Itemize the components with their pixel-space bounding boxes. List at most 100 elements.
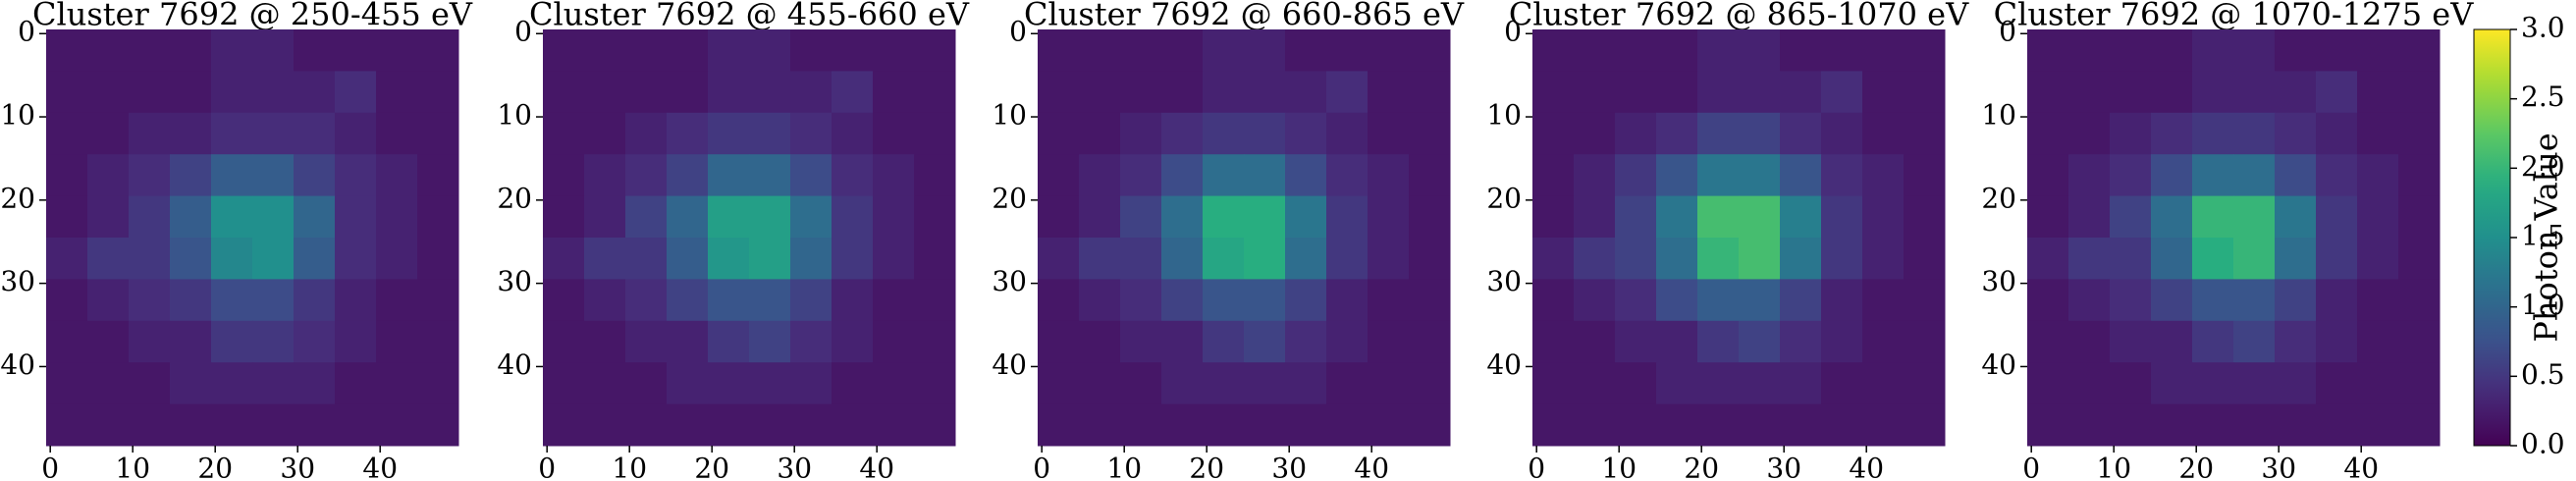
heatmap-cell [832,71,874,114]
heatmap-cell [1285,154,1327,197]
heatmap-cell [1821,279,1863,322]
heatmap-cell [1574,29,1616,72]
heatmap-cell [584,154,626,197]
heatmap-cell [1120,320,1162,363]
heatmap-cell [1244,154,1286,197]
heatmap-cell [2027,29,2069,72]
heatmap-cell [1739,320,1781,363]
heatmap-cell [790,154,832,197]
heatmap-cell [87,362,130,405]
heatmap-cell [1780,29,1822,72]
heatmap-cell [129,195,171,239]
heatmap-cell [1697,238,1740,280]
y-tick-label: 20 [497,182,532,214]
x-tick-label: 0 [41,453,59,481]
heatmap-cell [2316,29,2358,72]
colorbar-tick-label: 1.5 [2521,220,2565,252]
colorbar [2473,28,2511,447]
heatmap-cell [1038,279,1080,322]
heatmap-cell [873,320,915,363]
heatmap-cell [1244,29,1286,72]
heatmap-cell [1615,279,1657,322]
y-tick-label: 0 [1999,16,2016,48]
heatmap-cell [1203,71,1245,114]
heatmap-cell [1203,154,1245,197]
heatmap-cell [417,279,459,322]
heatmap-cell [2233,279,2276,322]
x-tick-label: 30 [2261,453,2296,481]
heatmap-cell [1532,320,1575,363]
heatmap-cell [1862,320,1905,363]
heatmap-cell [1821,112,1863,155]
heatmap-cell [1862,29,1905,72]
heatmap-cell [873,238,915,280]
heatmap-cell [625,112,668,155]
heatmap-cell [2192,238,2234,280]
heatmap-cell [1285,29,1327,72]
heatmap-cell [625,279,668,322]
y-tick-label: 40 [1981,348,2016,381]
heatmap-cell [417,403,459,447]
heatmap-cell [2068,154,2111,197]
heatmap-cell [1368,71,1410,114]
heatmap-cell [1697,403,1740,447]
heatmap-cell [1780,362,1822,405]
heatmap-cell [708,403,750,447]
heatmap-cell [749,238,791,280]
heatmap-cell [1038,195,1080,239]
heatmap-cell [46,279,88,322]
heatmap-cell [417,320,459,363]
heatmap-cell [1904,71,1946,114]
panel-title: Cluster 7692 @ 250-455 eV [32,0,473,33]
heatmap-cell [1409,238,1451,280]
heatmap-cell [914,112,956,155]
heatmap-cell [1285,238,1327,280]
heatmap-cell [417,154,459,197]
y-tick-label: 20 [992,182,1027,214]
heatmap-cell [1697,154,1740,197]
heatmap-cell [1656,320,1698,363]
heatmap-cell [2027,403,2069,447]
heatmap-cell [129,112,171,155]
heatmap-panel: Cluster 7692 @ 455-660 eV0 10 20 30 40010203… [497,0,970,481]
heatmap-cell [708,195,750,239]
heatmap-cell [2192,320,2234,363]
heatmap-cell [1615,154,1657,197]
heatmap-cell [170,29,212,72]
heatmap-cell [252,112,295,155]
heatmap-cell [2357,112,2399,155]
heatmap-cell [2316,112,2358,155]
heatmap-cell [914,320,956,363]
heatmap-cell [1532,195,1575,239]
heatmap-cell [1326,279,1368,322]
heatmap-cell [1862,279,1905,322]
heatmap-cell [252,71,295,114]
heatmap-cell [1904,320,1946,363]
x-tick-label: 30 [1271,453,1307,481]
heatmap-cell [1161,362,1204,405]
heatmap-cell [1739,238,1781,280]
heatmap-cell [2357,279,2399,322]
heatmap-cell [129,403,171,447]
heatmap-cell [1203,362,1245,405]
heatmap-cell [2068,112,2111,155]
heatmap-cell [2398,71,2441,114]
heatmap-cell [1038,403,1080,447]
heatmap-cell [1697,279,1740,322]
y-tick-label: 40 [1486,348,1522,381]
heatmap-cell [1409,279,1451,322]
heatmap-cell [2357,362,2399,405]
heatmap-cell [2398,403,2441,447]
heatmap-cell [1409,362,1451,405]
heatmap-cell [252,154,295,197]
heatmap-cell [543,362,585,405]
heatmap-cell [87,29,130,72]
heatmap-cell [832,362,874,405]
heatmap-cell [2275,320,2317,363]
heatmap-cell [708,362,750,405]
heatmap-cell [1409,71,1451,114]
heatmap-cell [1326,362,1368,405]
heatmap-cell [294,238,336,280]
x-tick-label: 0 [1528,453,1545,481]
